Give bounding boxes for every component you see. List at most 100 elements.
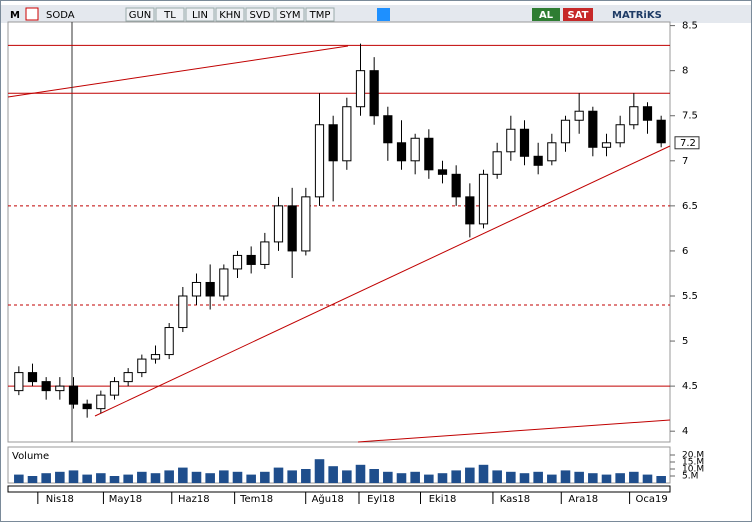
- toolbar-button[interactable]: [245, 7, 275, 22]
- y-tick-label: 5: [682, 336, 688, 347]
- volume-bar: [410, 471, 420, 483]
- candle-body: [68, 385, 79, 405]
- x-tick-label: Ara18: [568, 494, 598, 505]
- volume-bar: [656, 476, 666, 483]
- candle-body: [41, 381, 51, 392]
- twitter-icon[interactable]: [377, 8, 390, 21]
- volume-bar: [588, 473, 598, 483]
- volume-bar: [465, 467, 475, 483]
- x-tick-label: Eki18: [429, 494, 457, 505]
- volume-bar: [219, 470, 229, 483]
- volume-bar: [232, 471, 243, 483]
- sell-button[interactable]: [563, 8, 593, 21]
- candle-body: [615, 124, 625, 144]
- candle-body: [533, 155, 543, 166]
- x-tick-label: Oca19: [635, 494, 667, 505]
- candle-body: [355, 70, 366, 108]
- y-tick-label: 7.5: [682, 111, 698, 122]
- toolbar-button[interactable]: [185, 7, 215, 22]
- candle-body: [396, 142, 407, 162]
- price-panel: [7, 21, 671, 443]
- toolbar-button[interactable]: [215, 7, 245, 22]
- toolbar-button-label: KHN: [219, 10, 241, 21]
- y-tick-label: 4: [682, 426, 688, 437]
- volume-bar: [560, 470, 571, 483]
- candle-body: [301, 196, 311, 252]
- candle-body: [246, 254, 256, 265]
- candle-body: [383, 115, 393, 144]
- candle-body: [656, 119, 666, 144]
- candle-body: [574, 110, 584, 121]
- candle-body: [14, 372, 24, 392]
- candle-body: [451, 173, 461, 198]
- buy-label: AL: [539, 10, 554, 21]
- y-tick-label: 6: [682, 246, 688, 257]
- volume-bar: [547, 474, 557, 483]
- candle-body: [150, 354, 161, 360]
- last-price: 7.2: [680, 138, 696, 149]
- toolbar-button[interactable]: [125, 7, 155, 22]
- toolbar-button[interactable]: [275, 7, 305, 22]
- volume-bar: [287, 470, 297, 483]
- x-tick-label: Tem18: [239, 494, 273, 505]
- trend-line: [7, 45, 349, 98]
- candle-body: [205, 281, 215, 297]
- volume-bar: [396, 473, 407, 483]
- volume-bar: [519, 473, 530, 483]
- y-tick-label: 8.5: [682, 21, 698, 32]
- y-tick-label: 4.5: [682, 381, 698, 392]
- volume-bar: [533, 471, 543, 483]
- volume-tick-label: 5.M: [682, 472, 698, 482]
- candle-body: [191, 281, 202, 297]
- volume-bar: [424, 474, 434, 483]
- x-tick-label: Ağu18: [312, 493, 344, 505]
- volume-bar: [55, 471, 65, 483]
- candle-body: [123, 372, 133, 383]
- toolbar-button[interactable]: [305, 7, 335, 22]
- candle-body: [478, 173, 489, 225]
- candle-body: [287, 205, 297, 252]
- volume-bar: [205, 473, 215, 483]
- toolbar-button-label: SVD: [250, 10, 271, 21]
- volume-bar: [178, 467, 188, 483]
- volume-bar: [164, 470, 174, 483]
- candle-body: [82, 403, 92, 410]
- buy-button[interactable]: [532, 8, 560, 21]
- candle-body: [629, 106, 639, 126]
- last-price-box: [674, 136, 700, 150]
- candle-body: [519, 128, 530, 157]
- sell-label: SAT: [568, 10, 589, 21]
- trend-line: [357, 419, 671, 443]
- symbol[interactable]: SODA: [46, 10, 75, 21]
- candle-body: [96, 394, 106, 410]
- close-button[interactable]: [25, 7, 39, 21]
- candle-body: [588, 110, 598, 148]
- volume-bar: [191, 471, 202, 483]
- toolbar-button[interactable]: [155, 7, 185, 22]
- volume-bar: [68, 470, 79, 483]
- candle-body: [410, 137, 420, 162]
- brand: MATRiKS: [612, 10, 662, 21]
- candle-body: [506, 128, 516, 153]
- volume-bar: [150, 473, 161, 483]
- toolbar-button-label: TL: [163, 10, 176, 21]
- candle-body: [137, 358, 147, 374]
- volume-bar: [137, 471, 147, 483]
- volume-bar: [27, 476, 38, 483]
- volume-bar: [601, 474, 612, 483]
- candle-body: [273, 205, 284, 243]
- candle-body: [27, 372, 38, 383]
- volume-bar: [478, 464, 489, 483]
- candle-body: [601, 142, 612, 148]
- volume-bar: [355, 464, 366, 483]
- candle-body: [260, 241, 270, 265]
- candle-body: [232, 254, 243, 270]
- trend-line: [94, 145, 671, 417]
- volume-bar: [260, 471, 270, 483]
- candle-body: [314, 124, 325, 198]
- x-tick-label: Kas18: [500, 494, 530, 505]
- candle-body: [547, 142, 557, 162]
- volume-bar: [342, 470, 352, 483]
- x-tick-label: May18: [109, 494, 142, 505]
